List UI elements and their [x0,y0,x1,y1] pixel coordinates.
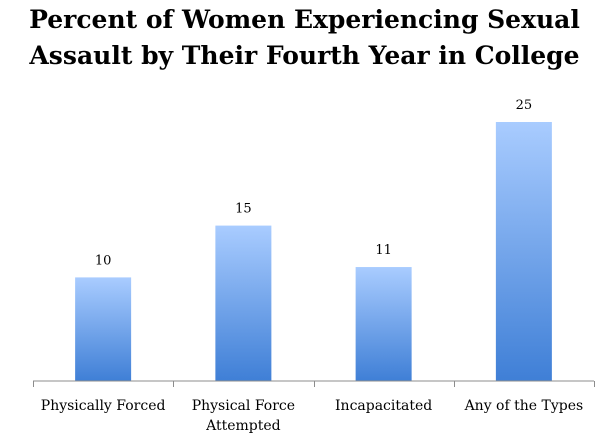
data-label: 15 [235,202,252,217]
bars-layer [75,122,552,381]
category-label: Any of the Types [464,398,584,414]
data-label: 25 [516,98,533,113]
labels-layer: 10 Physically Forced 15 Physical Force Attem… [41,98,583,434]
data-label: 10 [95,253,112,268]
category-label: Physical Force [192,398,295,414]
bar [355,267,412,381]
data-label: 11 [375,243,392,258]
category-label: Attempted [205,418,281,434]
chart-title-line-2: Assault by Their Fourth Year in College [29,41,580,70]
chart-title: Percent of Women Experiencing Sexual Ass… [0,2,609,74]
chart-title-line-1: Percent of Women Experiencing Sexual [29,5,580,34]
bar [75,277,132,381]
bar [495,122,552,381]
x-axis [33,380,595,387]
bar [215,225,272,381]
category-label: Physically Forced [41,398,166,414]
category-label: Incapacitated [335,398,432,414]
